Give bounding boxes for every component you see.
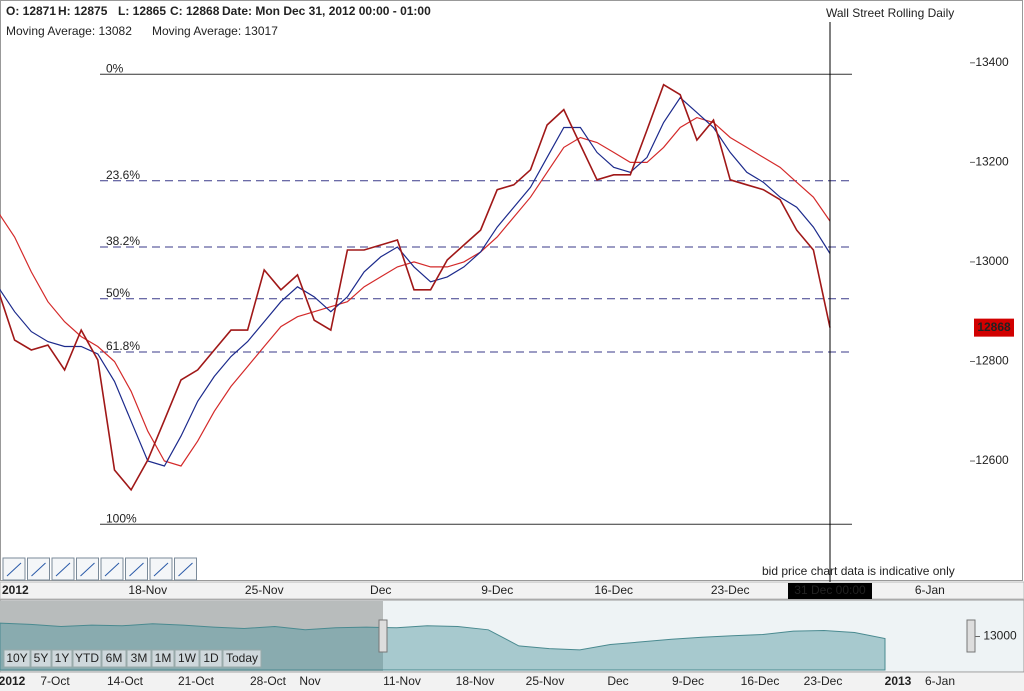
range-button[interactable] bbox=[199, 649, 223, 668]
navigator-x-label: 18-Nov bbox=[456, 674, 495, 688]
legend-entry: Moving Average: 13017 bbox=[152, 24, 278, 38]
navigator-x-label: 16-Dec bbox=[741, 674, 780, 688]
range-button-label: 1Y bbox=[55, 651, 70, 665]
tool-icon bbox=[178, 562, 193, 577]
price-tag: 12868 bbox=[977, 320, 1011, 334]
x-tick-label: 9-Dec bbox=[481, 583, 513, 597]
range-button-label: 10Y bbox=[6, 651, 27, 665]
navigator-x-label: Dec bbox=[607, 674, 628, 688]
legend-entry: Moving Average: 13082 bbox=[6, 24, 132, 38]
header-field: C: 12868 bbox=[170, 4, 220, 18]
x-tick-label: 6-Jan bbox=[915, 583, 945, 597]
range-button[interactable] bbox=[101, 649, 127, 668]
navigator-x-label: 21-Oct bbox=[178, 674, 215, 688]
tool-icon bbox=[55, 562, 71, 577]
navigator-x-label: 11-Nov bbox=[383, 674, 421, 688]
header-field: H: 12875 bbox=[58, 4, 108, 18]
moving-average-line bbox=[0, 116, 831, 467]
navigator-handle[interactable] bbox=[966, 619, 976, 653]
fib-label: 50% bbox=[106, 286, 130, 300]
y-tick-label: 13000 bbox=[975, 254, 1009, 268]
tool-icon bbox=[6, 562, 22, 577]
crosshair-label: 31 Dec 00:00 bbox=[794, 583, 866, 597]
crosshair-label-bg bbox=[788, 583, 872, 599]
range-button[interactable] bbox=[151, 649, 175, 668]
range-button[interactable] bbox=[51, 649, 73, 668]
moving-average-line bbox=[0, 96, 831, 467]
disclaimer: bid price chart data is indicative only bbox=[762, 564, 955, 578]
navigator-handle[interactable] bbox=[378, 619, 388, 653]
navigator-axis-band bbox=[0, 673, 1024, 691]
range-button[interactable] bbox=[72, 649, 102, 668]
navigator-x-label: 25-Nov bbox=[526, 674, 565, 688]
x-axis-band bbox=[0, 581, 1024, 600]
fib-label: 0% bbox=[106, 61, 124, 75]
y-tick-label: 12800 bbox=[975, 354, 1009, 368]
range-button[interactable] bbox=[126, 649, 152, 668]
range-button-label: 1D bbox=[203, 651, 219, 665]
tool-icon bbox=[31, 562, 46, 577]
x-tick-label: 18-Nov bbox=[128, 583, 167, 597]
fib-label: 61.8% bbox=[106, 339, 140, 353]
header-field: L: 12865 bbox=[118, 4, 166, 18]
range-button-label: 5Y bbox=[34, 651, 49, 665]
navigator-x-label: 7-Oct bbox=[40, 674, 70, 688]
range-button-label: 3M bbox=[131, 651, 148, 665]
x-tick-label: Dec bbox=[370, 583, 391, 597]
y-tick-label: 12600 bbox=[975, 453, 1009, 467]
range-button[interactable] bbox=[30, 649, 52, 668]
range-button[interactable] bbox=[222, 649, 262, 668]
navigator-x-label: 9-Dec bbox=[672, 674, 704, 688]
x-tick-label: 23-Dec bbox=[711, 583, 750, 597]
navigator-x-label: 28-Oct bbox=[250, 674, 287, 688]
fib-label: 100% bbox=[106, 511, 137, 525]
y-tick-label: 13200 bbox=[975, 155, 1009, 169]
price-line bbox=[0, 83, 831, 492]
fib-label: 38.2% bbox=[106, 234, 140, 248]
year-label: 2012 bbox=[2, 583, 29, 597]
navigator-x-label: Nov bbox=[299, 674, 320, 688]
range-button-label: 1W bbox=[178, 651, 197, 665]
range-button-label: 6M bbox=[106, 651, 123, 665]
header-field: O: 12871 bbox=[6, 4, 56, 18]
range-button[interactable] bbox=[174, 649, 200, 668]
range-button-label: 1M bbox=[155, 651, 172, 665]
tool-icon bbox=[129, 562, 144, 577]
navigator-x-label: 6-Jan bbox=[925, 674, 955, 688]
fib-label: 23.6% bbox=[106, 168, 140, 182]
y-tick-label: 13400 bbox=[975, 55, 1009, 69]
range-button-label: YTD bbox=[75, 651, 99, 665]
toolbar bbox=[2, 557, 197, 581]
x-tick-label: 16-Dec bbox=[594, 583, 633, 597]
navigator-x-label: 2012 bbox=[0, 674, 26, 688]
tool-icon bbox=[104, 562, 120, 577]
header-field: Date: Mon Dec 31, 2012 00:00 - 01:00 bbox=[222, 4, 431, 18]
range-button[interactable] bbox=[3, 649, 31, 668]
tool-icon bbox=[153, 562, 169, 577]
range-button-label: Today bbox=[226, 651, 258, 665]
navigator-tick-label: 13000 bbox=[983, 629, 1017, 643]
navigator-x-label: 2013 bbox=[885, 674, 912, 688]
navigator-x-label: 14-Oct bbox=[107, 674, 144, 688]
x-tick-label: 25-Nov bbox=[245, 583, 284, 597]
chart-title: Wall Street Rolling Daily bbox=[826, 6, 954, 20]
price-tag-bg bbox=[974, 318, 1014, 337]
tool-icon bbox=[80, 562, 95, 577]
navigator-x-label: 23-Dec bbox=[804, 674, 843, 688]
